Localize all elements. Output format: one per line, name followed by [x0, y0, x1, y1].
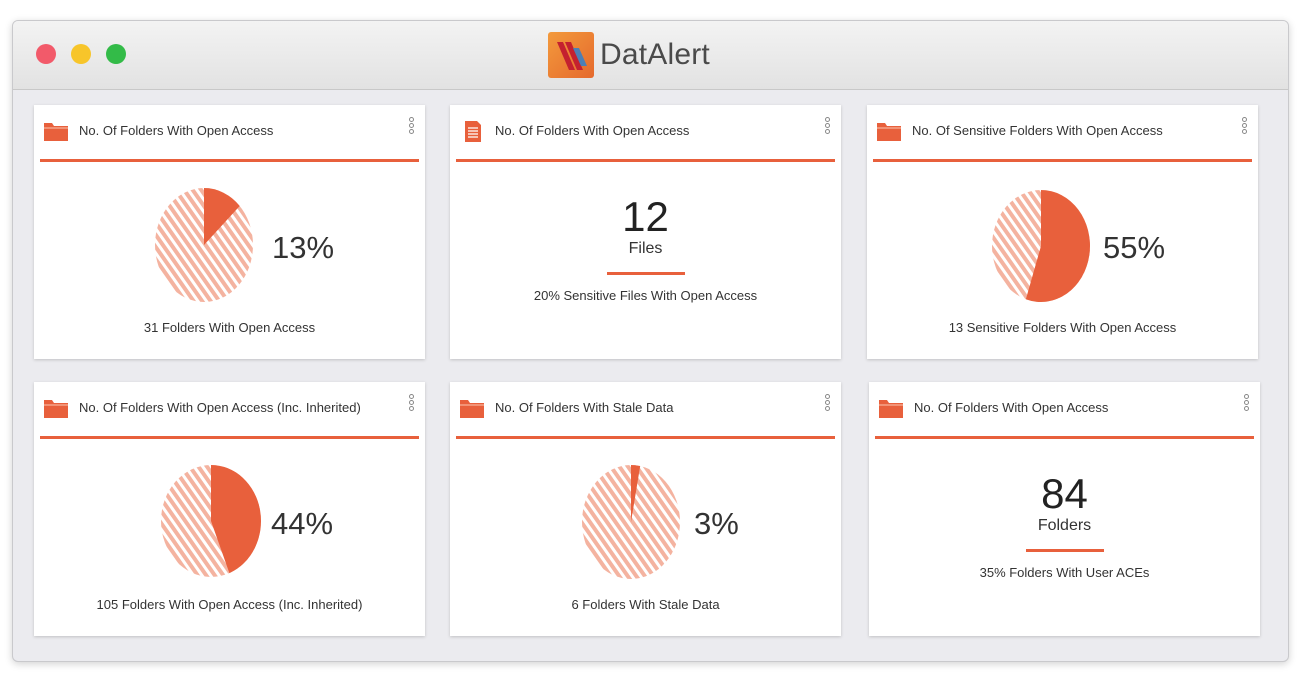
stat-unit: Folders [1037, 517, 1092, 534]
card-sensitive-folders-open-access: No. Of Sensitive Folders With Open Acces… [867, 105, 1258, 359]
card-caption: 20% Sensitive Files With Open Access [533, 288, 758, 303]
folder-icon [44, 400, 68, 418]
card-menu-button[interactable] [1240, 394, 1252, 418]
pie-value-slice [204, 188, 240, 245]
folder-icon [44, 123, 68, 141]
card-header: No. Of Folders With Open Access [456, 105, 835, 162]
app-title: DatAlert [600, 38, 710, 71]
card-folders-stale-data: No. Of Folders With Stale Data 3% 6 Fold… [450, 382, 841, 636]
pie-chart [155, 188, 253, 302]
card-menu-button[interactable] [821, 394, 833, 418]
card-menu-button[interactable] [821, 117, 833, 141]
folder-icon [879, 400, 903, 418]
pie-value-slice [1025, 190, 1090, 302]
pie-chart [992, 190, 1090, 302]
maximize-window-button[interactable] [106, 44, 126, 64]
card-header: No. Of Folders With Stale Data [456, 382, 835, 439]
card-header: No. Of Folders With Open Access (Inc. In… [40, 382, 419, 439]
card-title: No. Of Folders With Open Access [495, 123, 690, 138]
close-window-button[interactable] [36, 44, 56, 64]
stat-unit: Files [628, 240, 663, 257]
folder-icon [877, 123, 901, 141]
brand: DatAlert [548, 32, 710, 78]
pie-chart [582, 465, 680, 579]
pie-value-slice [211, 465, 261, 574]
card-title: No. Of Folders With Open Access [914, 400, 1109, 415]
stat-value: 12 [622, 193, 669, 240]
card-folders-open-access-inherited: No. Of Folders With Open Access (Inc. In… [34, 382, 425, 636]
stat-underline [607, 272, 685, 275]
pie-value-slice [631, 465, 641, 522]
card-header: No. Of Folders With Open Access [40, 105, 419, 162]
card-folders-open-access: No. Of Folders With Open Access 13% 31 F… [34, 105, 425, 359]
card-caption: 31 Folders With Open Access [143, 320, 316, 335]
title-bar: DatAlert [13, 21, 1288, 90]
card-menu-button[interactable] [405, 394, 417, 418]
card-header: No. Of Folders With Open Access [875, 382, 1254, 439]
datalert-logo-icon [548, 32, 594, 78]
pie-chart [161, 465, 261, 577]
card-menu-button[interactable] [405, 117, 417, 141]
card-title: No. Of Sensitive Folders With Open Acces… [912, 123, 1163, 138]
card-folders-user-aces: No. Of Folders With Open Access 84 Folde… [869, 382, 1260, 636]
stat-underline [1026, 549, 1104, 552]
minimize-window-button[interactable] [71, 44, 91, 64]
stat-value: 84 [1041, 470, 1088, 517]
percent-label: 44% [271, 506, 334, 541]
card-title: No. Of Folders With Stale Data [495, 400, 674, 415]
card-caption: 35% Folders With User ACEs [979, 565, 1150, 580]
card-header: No. Of Sensitive Folders With Open Acces… [873, 105, 1252, 162]
card-caption: 13 Sensitive Folders With Open Access [948, 320, 1177, 335]
percent-label: 13% [272, 230, 335, 265]
percent-label: 3% [694, 506, 739, 541]
document-icon [465, 121, 481, 142]
card-files-open-access: No. Of Folders With Open Access 12 Files… [450, 105, 841, 359]
card-title: No. Of Folders With Open Access (Inc. In… [79, 400, 361, 415]
card-caption: 6 Folders With Stale Data [571, 597, 720, 612]
card-menu-button[interactable] [1238, 117, 1250, 141]
percent-label: 55% [1103, 230, 1166, 265]
folder-icon [460, 400, 484, 418]
card-caption: 105 Folders With Open Access (Inc. Inher… [96, 597, 363, 612]
card-title: No. Of Folders With Open Access [79, 123, 274, 138]
